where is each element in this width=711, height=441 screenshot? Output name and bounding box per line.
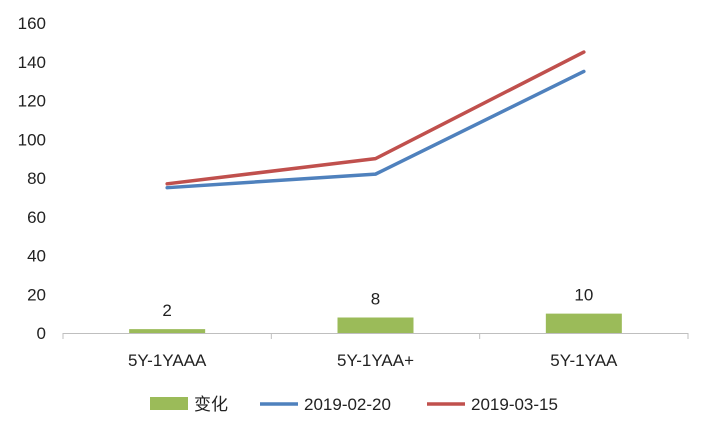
line-series-2019-02-20 [165,69,586,190]
bar-5Y-1YAAA [129,329,206,333]
bar-data-label: 8 [371,290,380,309]
axis-layer: 0 20 40 60 80 100 120 140 160 5Y-1YAAA 5Y-1YAA+ 5Y-… [18,14,689,370]
y-tick-label: 160 [18,14,46,33]
label-layer: 2 8 10 [162,286,593,321]
legend-label: 2019-03-15 [471,395,558,414]
legend: 变化 2019-02-20 2019-03-15 [150,395,558,414]
y-tick-label: 0 [37,324,46,343]
y-tick-label: 60 [27,208,46,227]
bar-5Y-1YAA [545,313,622,333]
bar-data-label: 10 [574,286,593,305]
legend-swatch-bar [150,397,188,410]
y-tick-label: 100 [18,130,46,149]
y-tick-label: 80 [27,169,46,188]
y-tick-label: 20 [27,285,46,304]
legend-label: 2019-02-20 [304,395,391,414]
y-tick-label: 120 [18,92,46,111]
x-category-label: 5Y-1YAA [550,351,618,370]
x-category-label: 5Y-1YAAA [128,351,207,370]
bar-layer [129,313,622,333]
legend-label: 变化 [194,395,228,414]
y-tick-label: 140 [18,53,46,72]
line-series-2019-03-15 [165,50,586,186]
bar-data-label: 2 [162,301,171,320]
line-layer [165,50,586,190]
y-tick-label: 40 [27,247,46,266]
x-category-label: 5Y-1YAA+ [337,351,414,370]
bar-5Y-1YAA+ [337,317,414,333]
